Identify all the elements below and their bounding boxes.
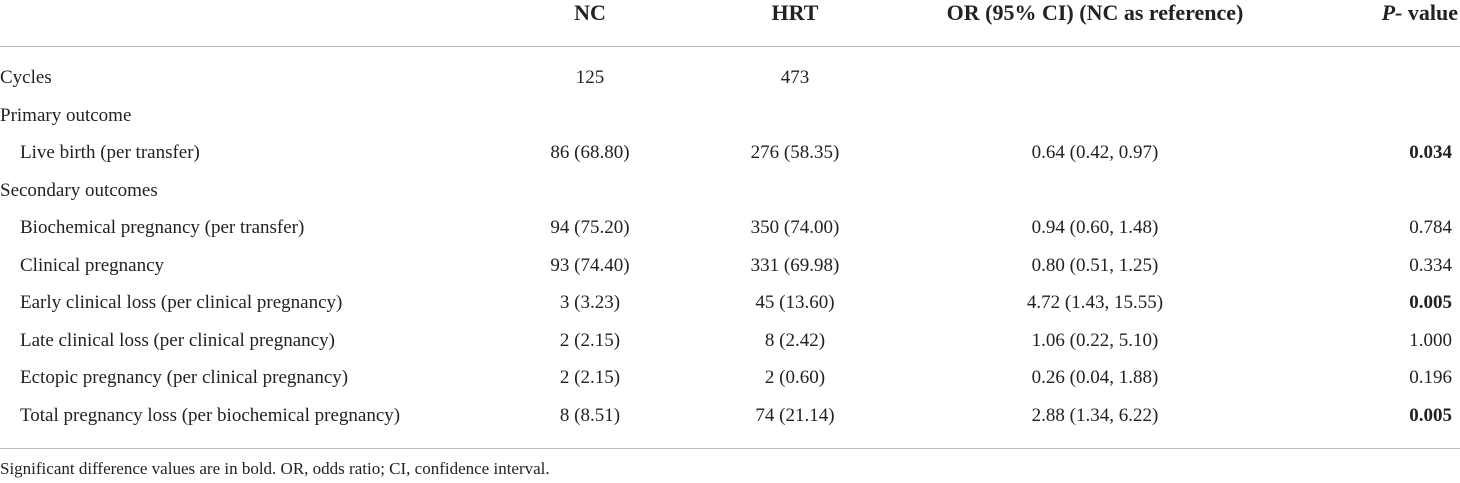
cell-value: 93 (74.40) <box>550 254 630 276</box>
cell-value: 350 (74.00) <box>750 217 840 238</box>
cell-value: 8 (8.51) <box>559 404 621 426</box>
col-header: P- value <box>1382 0 1458 26</box>
cell-value: 0.034 <box>1409 142 1452 163</box>
cell-value: 0.784 <box>1409 217 1452 238</box>
section-label: Primary outcome <box>0 104 132 126</box>
cell-value: 125 <box>575 67 605 88</box>
row-label: Early clinical loss (per clinical pregna… <box>20 292 343 313</box>
cell-value: 2 (2.15) <box>559 329 621 351</box>
cell-value: 4.72 (1.43, 15.55) <box>1026 292 1164 313</box>
cell-value: 0.005 <box>1409 404 1452 426</box>
row-label: Live birth (per transfer) <box>20 142 200 163</box>
cell-value: 0.196 <box>1409 367 1452 388</box>
cell-value: 94 (75.20) <box>550 217 630 238</box>
cell-value: 74 (21.14) <box>755 404 835 426</box>
row-label: Ectopic pregnancy (per clinical pregnanc… <box>20 367 349 388</box>
col-header-text: value <box>1402 0 1458 25</box>
bottom-rule <box>0 448 1460 449</box>
cell-value: 0.005 <box>1409 292 1452 313</box>
cell-value: 0.94 (0.60, 1.48) <box>1031 217 1159 238</box>
section-label: Cycles <box>0 67 52 88</box>
cell-value: 2 (0.60) <box>764 367 826 388</box>
cell-value: 0.80 (0.51, 1.25) <box>1031 254 1159 276</box>
header-rule <box>0 46 1460 47</box>
col-header: OR (95% CI) (NC as reference) <box>946 0 1244 25</box>
cell-value: 276 (58.35) <box>750 142 840 163</box>
col-header: NC <box>574 0 606 25</box>
cell-value: 86 (68.80) <box>550 142 630 163</box>
row-label: Late clinical loss (per clinical pregnan… <box>20 329 335 351</box>
footnote: Significant difference values are in bol… <box>0 459 550 478</box>
cell-value: 2 (2.15) <box>559 367 621 388</box>
row-label: Total pregnancy loss (per biochemical pr… <box>20 404 401 426</box>
cell-value: 1.000 <box>1409 329 1452 351</box>
row-label: Clinical pregnancy <box>20 254 165 276</box>
cell-value: 1.06 (0.22, 5.10) <box>1031 329 1159 351</box>
section-label: Secondary outcomes <box>0 179 158 201</box>
cell-value: 473 <box>780 67 810 88</box>
col-header-italic: P- <box>1381 0 1403 25</box>
cell-value: 0.334 <box>1409 254 1452 276</box>
cell-value: 0.64 (0.42, 0.97) <box>1031 142 1159 163</box>
col-header: HRT <box>771 0 819 25</box>
cell-value: 2.88 (1.34, 6.22) <box>1031 404 1159 426</box>
cell-value: 45 (13.60) <box>755 292 835 313</box>
cell-value: 8 (2.42) <box>764 329 826 351</box>
cell-value: 3 (3.23) <box>559 292 621 313</box>
cell-value: 331 (69.98) <box>750 254 840 276</box>
cell-value: 0.26 (0.04, 1.88) <box>1031 367 1159 388</box>
row-label: Biochemical pregnancy (per transfer) <box>20 217 305 238</box>
